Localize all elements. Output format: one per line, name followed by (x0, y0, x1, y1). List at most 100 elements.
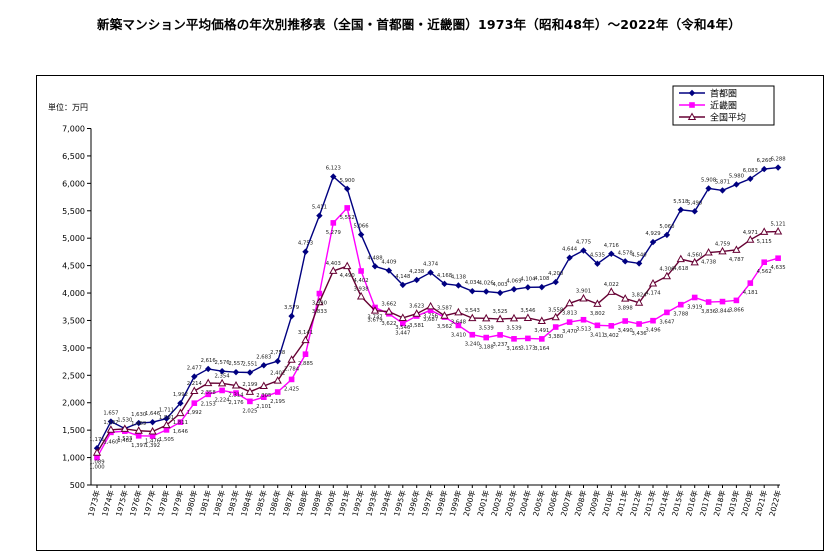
data-point (163, 427, 170, 433)
data-point (427, 269, 434, 276)
data-point (579, 293, 588, 302)
data-point (260, 362, 267, 369)
data-point (580, 247, 587, 254)
x-tick-label: 1997年 (419, 488, 436, 517)
data-label: 3,470 (562, 329, 578, 335)
data-label: 2,557 (228, 361, 243, 367)
data-point (162, 420, 171, 429)
data-label: 4,148 (395, 274, 411, 280)
data-point (191, 400, 198, 406)
x-tick-label: 1974年 (99, 488, 116, 517)
data-point (719, 187, 726, 194)
data-point (511, 336, 517, 342)
data-point (261, 394, 267, 400)
x-tick-label: 1987年 (280, 488, 297, 517)
x-tick-label: 1978年 (155, 488, 172, 517)
data-label: 5,552 (340, 215, 355, 221)
x-tick-label: 2005年 (530, 488, 547, 517)
data-point (523, 313, 533, 321)
y-tick-label: 500 (70, 481, 85, 490)
data-label: 3,562 (437, 324, 452, 330)
x-tick-label: 2017年 (697, 488, 714, 517)
data-point (552, 324, 559, 330)
data-label: 2,784 (284, 367, 300, 373)
data-point (344, 205, 350, 211)
x-tick-label: 1999年 (447, 488, 464, 517)
y-tick-label: 1,500 (62, 426, 85, 435)
y-tick-label: 4,000 (62, 289, 85, 298)
data-point (580, 316, 587, 323)
data-label: 6,288 (771, 157, 787, 163)
data-label: 5,066 (354, 224, 370, 230)
data-label: 3,237 (493, 342, 508, 348)
data-point (245, 387, 255, 395)
data-point (287, 355, 296, 363)
data-label: 3,898 (618, 306, 634, 312)
data-label: 1,397 (131, 443, 146, 449)
data-label: 2,576 (215, 360, 231, 366)
x-tick-label: 2016年 (683, 488, 700, 517)
data-point (691, 208, 698, 215)
data-label: 3,756 (423, 313, 439, 319)
data-label: 4,716 (604, 243, 620, 249)
data-label: 3,240 (465, 342, 481, 348)
data-labels: 1,1711,6571,5301,6301,6461,7111,9922,477… (89, 157, 786, 471)
data-label: 4,069 (506, 278, 521, 284)
data-label: 4,540 (632, 252, 648, 258)
data-point (495, 314, 505, 323)
data-point (634, 298, 644, 306)
data-point (482, 313, 491, 322)
data-label: 3,990 (312, 301, 328, 307)
x-tick-label: 1981年 (197, 488, 214, 517)
series-0 (93, 164, 782, 452)
series-2 (92, 227, 783, 456)
data-point (594, 260, 601, 267)
data-label: 4,403 (326, 261, 341, 267)
x-tick-label: 2014年 (655, 488, 672, 517)
data-label: 4,374 (423, 262, 439, 268)
x-tick-label: 1988年 (294, 488, 311, 517)
data-label: 2,354 (215, 373, 231, 379)
data-point (733, 297, 740, 304)
data-label: 3,436 (632, 331, 648, 337)
data-label: 5,490 (687, 200, 703, 206)
data-label: 2,199 (242, 382, 257, 388)
data-point (455, 322, 462, 329)
data-label: 1,523 (117, 436, 132, 442)
data-label: 1,811 (173, 420, 188, 426)
y-tick-label: 6,500 (62, 152, 85, 161)
data-label: 4,929 (645, 231, 660, 237)
data-point (384, 307, 394, 315)
data-point (510, 286, 518, 293)
data-point (468, 313, 477, 322)
y-tick-label: 2,500 (62, 371, 85, 380)
x-tick-label: 2007年 (558, 488, 575, 517)
data-point (330, 220, 337, 226)
data-point (747, 280, 754, 286)
data-point (330, 173, 337, 180)
data-label: 1,646 (145, 411, 161, 417)
data-point (608, 323, 615, 329)
data-point (218, 367, 226, 375)
data-label: 3,623 (409, 304, 424, 310)
data-label: 3,411 (590, 332, 605, 338)
data-point (134, 426, 143, 434)
data-label: 3,648 (451, 319, 467, 325)
x-tick-label: 1982年 (210, 488, 227, 517)
y-tick-label: 5,500 (62, 207, 85, 216)
data-label: 3,490 (618, 328, 634, 334)
data-point (538, 283, 545, 291)
data-point (761, 259, 767, 266)
data-point (177, 400, 184, 407)
data-label: 2,425 (284, 386, 299, 392)
data-label: 4,578 (618, 250, 634, 256)
data-point (219, 387, 225, 394)
data-point (231, 380, 241, 389)
data-point (329, 266, 338, 274)
data-point (705, 299, 712, 305)
data-point (92, 448, 102, 456)
data-label: 1,000 (89, 465, 105, 471)
data-point (565, 298, 574, 307)
data-label: 3,165 (506, 346, 521, 352)
data-label: 3,587 (437, 306, 452, 312)
